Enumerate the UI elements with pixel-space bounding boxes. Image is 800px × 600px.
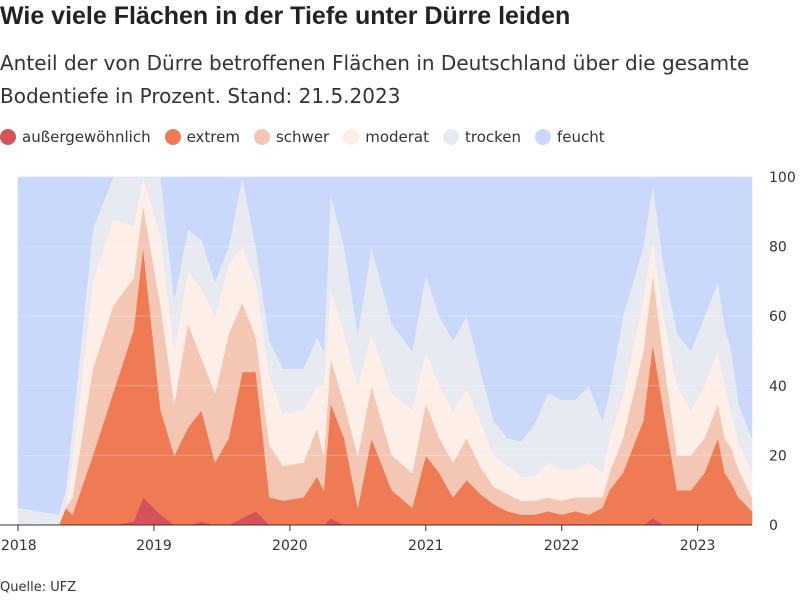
y-tick-label: 0 — [769, 518, 778, 534]
x-tick: 2018 — [1, 525, 37, 554]
y-tick-label: 80 — [769, 240, 787, 256]
legend-item-feucht: feucht — [535, 128, 605, 146]
area-feucht — [17, 176, 753, 515]
y-tick: 20 — [769, 448, 787, 464]
source-note: Quelle: UFZ — [0, 580, 77, 595]
legend-swatch — [164, 129, 181, 145]
x-axis: 2018 2019 2020 2021 2022 2023 — [0, 524, 752, 554]
y-tick-label: 60 — [769, 309, 787, 325]
y-tick: 40 — [769, 379, 787, 395]
area-series — [17, 176, 753, 526]
x-tick: 2021 — [408, 525, 444, 554]
x-tick-label: 2021 — [408, 538, 444, 554]
legend: außergewöhnlich extrem schwer moderat trocke… — [0, 128, 619, 146]
x-tick: 2022 — [544, 525, 580, 554]
y-tick-label: 100 — [769, 170, 796, 186]
legend-label: feucht — [557, 128, 605, 146]
gridlines-overlay — [18, 176, 752, 456]
y-tick: 0 — [769, 518, 778, 534]
y-tick: 80 — [769, 240, 787, 256]
x-tick-label: 2019 — [136, 538, 172, 554]
y-tick: 100 — [769, 170, 796, 186]
legend-swatch — [343, 129, 360, 145]
x-tick: 2019 — [136, 525, 172, 554]
x-tick-label: 2023 — [680, 538, 716, 554]
legend-label: trocken — [465, 128, 522, 146]
x-tick: 2020 — [272, 525, 308, 554]
legend-label: außergewöhnlich — [22, 128, 151, 146]
legend-label: moderat — [365, 128, 429, 146]
x-tick: 2023 — [680, 525, 716, 554]
x-tick-label: 2020 — [272, 538, 308, 554]
legend-item-schwer: schwer — [253, 128, 330, 146]
legend-label: extrem — [186, 128, 240, 146]
x-tick-label: 2018 — [1, 538, 37, 554]
stacked-area-chart: 2018 2019 2020 2021 2022 2023 0 20 40 60 80 100 — [0, 170, 796, 554]
legend-swatch — [535, 129, 552, 145]
y-axis: 0 20 40 60 80 100 — [769, 170, 796, 534]
y-tick-label: 40 — [769, 379, 787, 395]
legend-swatch — [253, 129, 270, 145]
legend-item-außergewöhnlich: außergewöhnlich — [0, 128, 151, 146]
chart-subtitle: Anteil der von Dürre betroffenen Flächen… — [0, 51, 750, 108]
chart-title: Wie viele Flächen in der Tiefe unter Dür… — [0, 2, 571, 30]
legend-swatch — [443, 129, 459, 145]
legend-item-moderat: moderat — [343, 128, 429, 146]
legend-item-extrem: extrem — [164, 128, 240, 146]
legend-swatch — [0, 129, 16, 145]
x-tick-label: 2022 — [544, 538, 580, 554]
y-tick: 60 — [769, 309, 787, 325]
legend-item-trocken: trocken — [443, 128, 521, 146]
y-tick-label: 20 — [769, 448, 787, 464]
legend-label: schwer — [275, 128, 330, 146]
